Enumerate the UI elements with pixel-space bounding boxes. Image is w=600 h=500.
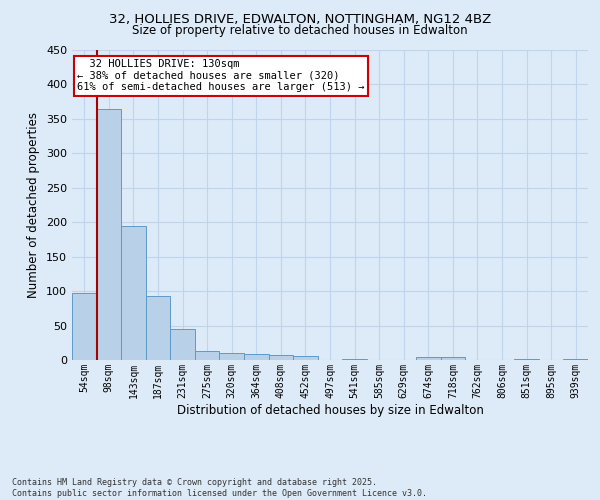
Bar: [121, 226, 146, 360]
Bar: [269, 355, 293, 360]
Bar: [440, 356, 465, 360]
Bar: [97, 108, 121, 360]
Bar: [146, 296, 170, 360]
Text: 32 HOLLIES DRIVE: 130sqm
← 38% of detached houses are smaller (320)
61% of semi-: 32 HOLLIES DRIVE: 130sqm ← 38% of detach…: [77, 60, 365, 92]
Text: 32, HOLLIES DRIVE, EDWALTON, NOTTINGHAM, NG12 4BZ: 32, HOLLIES DRIVE, EDWALTON, NOTTINGHAM,…: [109, 12, 491, 26]
Bar: [416, 356, 440, 360]
Bar: [244, 354, 269, 360]
X-axis label: Distribution of detached houses by size in Edwalton: Distribution of detached houses by size …: [176, 404, 484, 416]
Bar: [170, 329, 195, 360]
Text: Size of property relative to detached houses in Edwalton: Size of property relative to detached ho…: [132, 24, 468, 37]
Y-axis label: Number of detached properties: Number of detached properties: [28, 112, 40, 298]
Text: Contains HM Land Registry data © Crown copyright and database right 2025.
Contai: Contains HM Land Registry data © Crown c…: [12, 478, 427, 498]
Bar: [195, 351, 220, 360]
Bar: [293, 356, 318, 360]
Bar: [72, 293, 97, 360]
Bar: [563, 358, 588, 360]
Bar: [220, 353, 244, 360]
